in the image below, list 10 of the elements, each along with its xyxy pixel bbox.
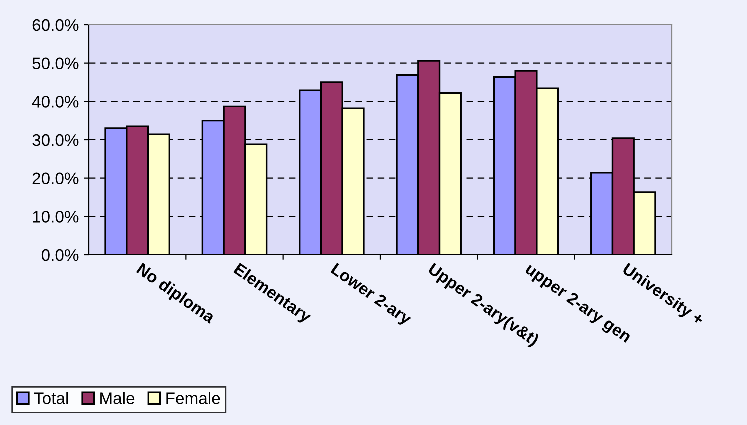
y-tick-label: 40.0% xyxy=(32,96,79,108)
y-tick-label: 60.0% xyxy=(32,19,79,32)
y-tick-label: 10.0% xyxy=(33,211,79,223)
legend-label: Female xyxy=(166,392,220,404)
y-tick-label: 0.0% xyxy=(42,249,79,262)
y-tick-label: 50.0% xyxy=(32,58,79,70)
y-tick-label: 30.0% xyxy=(32,134,79,146)
legend-label: Total xyxy=(34,392,68,404)
y-tick-label: 20.0% xyxy=(32,172,79,185)
legend-label: Male xyxy=(100,392,135,404)
